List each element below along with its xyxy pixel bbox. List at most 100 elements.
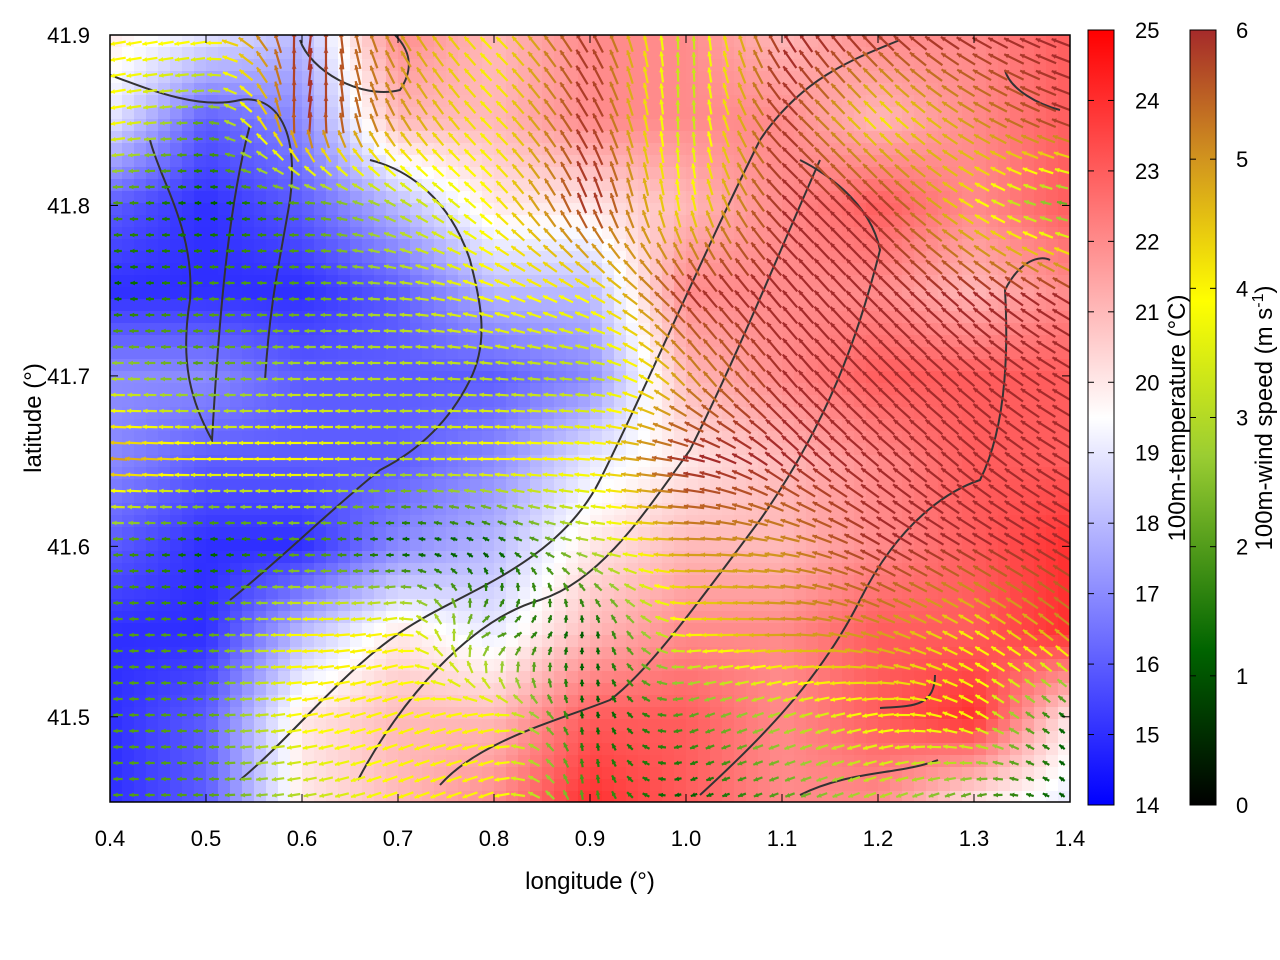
temperature-cell <box>278 659 291 672</box>
temperature-cell <box>362 371 375 384</box>
temperature-cell <box>230 791 243 802</box>
temperature-cell <box>674 695 687 708</box>
temperature-cell <box>674 707 687 720</box>
temperature-cell <box>530 683 543 696</box>
temperature-cell <box>398 275 411 288</box>
temperature-cell <box>386 575 399 588</box>
temperature-cell <box>254 275 267 288</box>
temperature-cell <box>266 575 279 588</box>
temperature-cell <box>158 539 171 552</box>
temperature-cell <box>686 563 699 576</box>
temperature-cell <box>302 395 315 408</box>
temperature-cell <box>290 419 303 432</box>
temperature-cell <box>110 431 123 444</box>
temperature-cell <box>278 335 291 348</box>
temperature-cell <box>746 587 759 600</box>
temperature-cell <box>410 407 423 420</box>
temperature-cell <box>314 119 327 132</box>
temperature-cell <box>230 575 243 588</box>
temperature-cell <box>578 659 591 672</box>
temperature-cell <box>566 635 579 648</box>
temperature-cell <box>242 623 255 636</box>
temperature-cell <box>470 131 483 144</box>
temperature-cell <box>530 587 543 600</box>
temperature-cell <box>638 539 651 552</box>
temperature-cell <box>338 683 351 696</box>
temperature-cell <box>710 539 723 552</box>
temperature-cell <box>494 371 507 384</box>
temperature-cell <box>302 203 315 216</box>
temperature-cell <box>290 119 303 132</box>
temperature-cell <box>410 383 423 396</box>
temperature-cell <box>470 83 483 96</box>
temperature-cell <box>566 359 579 372</box>
temperature-cell <box>194 767 207 780</box>
temperature-cell <box>278 383 291 396</box>
temperature-cell <box>398 551 411 564</box>
temperature-cell <box>302 119 315 132</box>
temperature-cell <box>122 371 135 384</box>
temperature-cell <box>302 767 315 780</box>
temperature-cell <box>626 491 639 504</box>
temperature-cell <box>554 395 567 408</box>
temperature-cell <box>314 767 327 780</box>
temperature-cell <box>182 563 195 576</box>
temperature-cell <box>482 635 495 648</box>
temperature-cell <box>434 179 447 192</box>
temperature-cell <box>350 335 363 348</box>
temperature-cell <box>530 575 543 588</box>
temperature-cell <box>518 191 531 204</box>
temperature-cell <box>986 587 999 600</box>
temperature-cell <box>266 491 279 504</box>
temperature-cell <box>134 371 147 384</box>
temperature-cell <box>674 779 687 792</box>
temperature-cell <box>386 239 399 252</box>
temperature-cell <box>998 527 1011 540</box>
temperature-cell <box>170 503 183 516</box>
temperature-cell <box>386 635 399 648</box>
temperature-cell <box>182 71 195 84</box>
temperature-cell <box>290 467 303 480</box>
temperature-cell <box>338 779 351 792</box>
temperature-cell <box>314 347 327 360</box>
temperature-cell <box>134 671 147 684</box>
temperature-cell <box>734 587 747 600</box>
temperature-cell <box>146 323 159 336</box>
temperature-cell <box>254 491 267 504</box>
temperature-cell <box>542 419 555 432</box>
temperature-cell <box>530 407 543 420</box>
temperature-cell <box>146 383 159 396</box>
temperature-cell <box>470 443 483 456</box>
temperature-cell <box>482 47 495 60</box>
temperature-cell <box>578 731 591 744</box>
temperature-cell <box>578 755 591 768</box>
temperature-cell <box>386 467 399 480</box>
temperature-cell <box>146 59 159 72</box>
temperature-cell <box>302 671 315 684</box>
temperature-cell <box>218 539 231 552</box>
temperature-cell <box>638 443 651 456</box>
temperature-cell <box>722 623 735 636</box>
temperature-cell <box>530 395 543 408</box>
temperature-cell <box>422 731 435 744</box>
temperature-cell <box>134 215 147 228</box>
temperature-cell <box>710 431 723 444</box>
temperature-cell <box>218 467 231 480</box>
temperature-cell <box>362 467 375 480</box>
temperature-cell <box>854 683 867 696</box>
temperature-cell <box>326 467 339 480</box>
temperature-cell <box>674 35 687 48</box>
temperature-cell <box>578 455 591 468</box>
temperature-cell <box>134 455 147 468</box>
temperature-cell <box>422 251 435 264</box>
temperature-cell <box>338 647 351 660</box>
temperature-cell <box>278 563 291 576</box>
temperature-cell <box>134 539 147 552</box>
temperature-cell <box>230 731 243 744</box>
temperature-cell <box>170 179 183 192</box>
temperature-cell <box>326 539 339 552</box>
temperature-cell <box>134 563 147 576</box>
temperature-cell <box>422 551 435 564</box>
temperature-cell <box>158 599 171 612</box>
temperature-cell <box>482 323 495 336</box>
